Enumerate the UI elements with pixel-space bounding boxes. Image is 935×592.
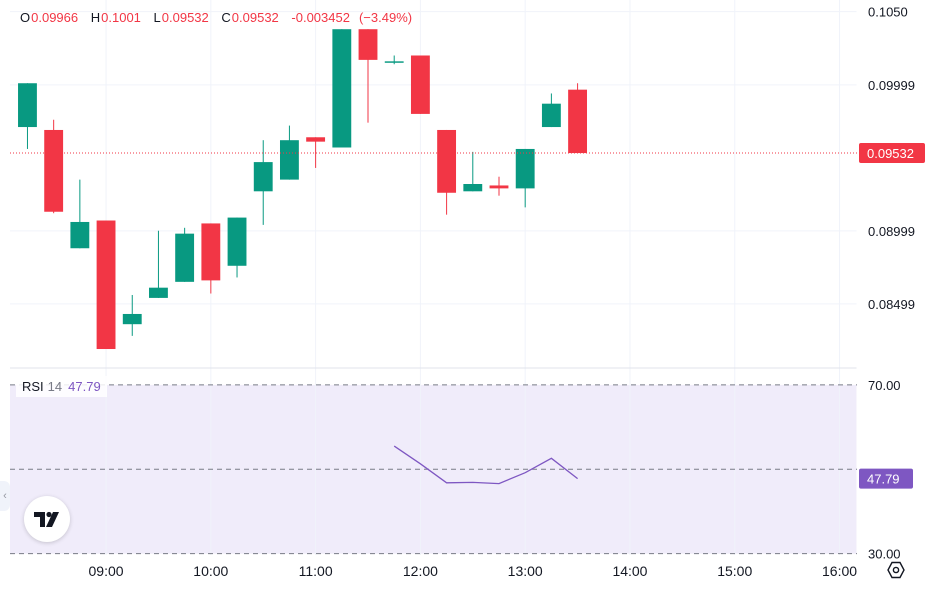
rsi-value-badge: 47.79 xyxy=(859,468,913,489)
candle xyxy=(70,179,90,249)
candle-body xyxy=(175,233,195,282)
settings-hexagon-icon xyxy=(887,561,905,579)
candle xyxy=(437,129,457,215)
candle xyxy=(44,119,64,214)
candle xyxy=(122,294,142,336)
candle-body xyxy=(253,162,273,192)
candle-body xyxy=(279,140,299,180)
time-tick-label: 11:00 xyxy=(299,563,333,579)
current-price-badge-text: 0.09532 xyxy=(867,146,914,161)
close-label: C xyxy=(221,10,231,25)
candle xyxy=(306,137,326,168)
rsi-line xyxy=(393,445,578,485)
rsi-band-lines xyxy=(10,384,857,555)
open-value: 0.09966 xyxy=(31,10,79,25)
candle xyxy=(384,55,404,65)
candle xyxy=(201,223,221,294)
candle-body xyxy=(122,313,142,325)
candle xyxy=(149,230,168,298)
rsi-tick-label: 70.00 xyxy=(868,378,901,393)
candle-body xyxy=(463,184,483,192)
time-tick-label: 14:00 xyxy=(612,563,647,579)
time-tick-label: 09:00 xyxy=(89,563,124,579)
time-tick-label: 16:00 xyxy=(822,563,857,579)
candle-body xyxy=(437,129,457,193)
candle xyxy=(541,93,561,128)
settings-gear-icon[interactable] xyxy=(884,558,908,582)
candle xyxy=(489,176,509,196)
candle-body xyxy=(44,129,64,212)
tradingview-logo-icon[interactable] xyxy=(24,496,70,542)
candle-body xyxy=(149,287,168,298)
candle-body xyxy=(358,29,378,60)
candle-body xyxy=(201,223,221,281)
candle xyxy=(515,148,535,208)
candle xyxy=(410,55,430,114)
ohlc-legend: O0.09966 H0.1001 L0.09532 C0.09532 -0.00… xyxy=(20,10,421,25)
candle xyxy=(332,29,352,148)
candle-body xyxy=(541,103,561,128)
horizontal-grid xyxy=(10,11,857,305)
high-value: 0.1001 xyxy=(101,10,141,25)
candle-body xyxy=(18,83,37,128)
rsi-legend[interactable]: RSI 14 47.79 xyxy=(16,376,107,397)
candle xyxy=(96,220,116,350)
collapse-handle-chevron-left-icon[interactable]: ‹ xyxy=(0,481,10,511)
candle-body xyxy=(515,148,535,189)
close-value: 0.09532 xyxy=(231,10,279,25)
candle-body xyxy=(70,221,90,249)
price-tick-label: 0.08499 xyxy=(868,297,915,312)
rsi-legend-length: 14 xyxy=(47,379,63,394)
open-label: O xyxy=(20,10,31,25)
candle-body xyxy=(227,217,247,266)
candle-body xyxy=(489,185,509,189)
time-tick-label: 13:00 xyxy=(508,563,543,579)
candles xyxy=(18,29,588,350)
candle-body xyxy=(410,55,430,114)
price-tick-label: 0.1050 xyxy=(868,5,908,20)
current-price-badge: 0.09532 xyxy=(859,143,925,164)
candle xyxy=(227,217,247,278)
rsi-value-badge-text: 47.79 xyxy=(867,472,900,487)
high-label: H xyxy=(90,10,101,25)
candle xyxy=(568,83,588,154)
time-tick-label: 10:00 xyxy=(193,563,228,579)
candle-body xyxy=(96,220,116,350)
candle xyxy=(18,83,37,149)
candle-body xyxy=(384,61,404,63)
time-tick-label: 12:00 xyxy=(403,563,438,579)
price-axis-labels[interactable]: 0.1050 0.09999 0.08999 0.08499 xyxy=(868,5,915,312)
candle xyxy=(358,29,378,123)
candle-body xyxy=(306,137,326,142)
rsi-tick-label: 30.00 xyxy=(868,547,901,562)
candle xyxy=(175,227,195,282)
rsi-axis-labels[interactable]: 70.00 30.00 xyxy=(868,378,901,562)
change-value: -0.003452 xyxy=(291,10,350,25)
candle xyxy=(463,151,483,192)
low-label: L xyxy=(153,10,161,25)
candle xyxy=(253,140,273,225)
rsi-legend-name: RSI xyxy=(22,379,44,394)
price-tick-label: 0.09999 xyxy=(868,78,915,93)
change-percent: (−3.49%) xyxy=(358,10,413,25)
candle-body xyxy=(332,29,352,148)
time-tick-label: 15:00 xyxy=(717,563,752,579)
tv-logo-mark xyxy=(34,511,59,527)
time-axis-labels[interactable]: 09:00 10:00 11:00 12:00 13:00 14:00 15:00 16:00 xyxy=(89,563,858,579)
price-tick-label: 0.08999 xyxy=(868,224,915,239)
low-value: 0.09532 xyxy=(161,10,209,25)
candle-body xyxy=(568,89,588,154)
rsi-legend-value: 47.79 xyxy=(68,379,101,394)
